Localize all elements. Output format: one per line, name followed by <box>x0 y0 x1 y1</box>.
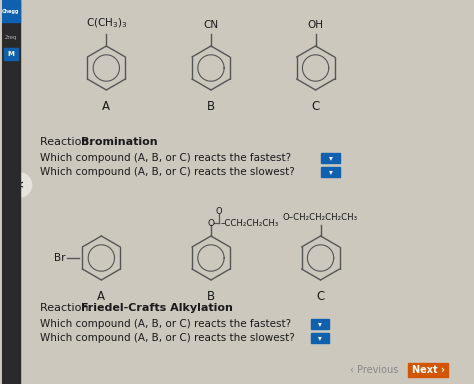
Text: ▾: ▾ <box>318 319 321 328</box>
Text: Reaction:: Reaction: <box>39 137 95 147</box>
Text: OH: OH <box>308 20 324 30</box>
Bar <box>320 167 340 177</box>
Text: Next ›: Next › <box>411 365 445 375</box>
Text: O: O <box>208 218 214 227</box>
Text: Reaction:: Reaction: <box>39 303 95 313</box>
Text: Which compound (A, B, or C) reacts the fastest?: Which compound (A, B, or C) reacts the f… <box>39 153 291 163</box>
Text: B: B <box>207 290 215 303</box>
Text: O: O <box>216 207 222 215</box>
Text: M: M <box>7 51 14 57</box>
Bar <box>2 0 19 384</box>
Text: C: C <box>311 100 319 113</box>
Text: Which compound (A, B, or C) reacts the fastest?: Which compound (A, B, or C) reacts the f… <box>39 319 291 329</box>
Text: Friedel-Crafts Alkylation: Friedel-Crafts Alkylation <box>82 303 233 313</box>
Bar <box>310 333 328 343</box>
Text: Which compound (A, B, or C) reacts the slowest?: Which compound (A, B, or C) reacts the s… <box>39 333 294 343</box>
Text: B: B <box>207 100 215 113</box>
Bar <box>310 319 328 329</box>
Text: A: A <box>97 290 105 303</box>
Text: ▾: ▾ <box>328 154 332 162</box>
Circle shape <box>8 173 32 197</box>
Text: C: C <box>317 290 325 303</box>
Text: <: < <box>15 180 24 190</box>
Text: C(CH$_3$)$_3$: C(CH$_3$)$_3$ <box>85 17 127 30</box>
Text: 2req: 2req <box>4 35 17 40</box>
Text: CN: CN <box>203 20 219 30</box>
Text: Which compound (A, B, or C) reacts the slowest?: Which compound (A, B, or C) reacts the s… <box>39 167 294 177</box>
Text: ▾: ▾ <box>328 167 332 177</box>
Text: A: A <box>102 100 110 113</box>
Text: ▾: ▾ <box>318 333 321 343</box>
Text: Br: Br <box>54 253 65 263</box>
Text: Bromination: Bromination <box>82 137 158 147</box>
Text: ‹ Previous: ‹ Previous <box>350 365 399 375</box>
Bar <box>408 363 448 377</box>
Bar <box>2 0 19 22</box>
Bar <box>4 48 18 60</box>
Text: Chegg: Chegg <box>2 8 19 13</box>
Text: O–CH₂CH₂CH₂CH₃: O–CH₂CH₂CH₂CH₃ <box>283 213 358 222</box>
Bar <box>320 153 340 163</box>
Text: –CCH₂CH₂CH₃: –CCH₂CH₂CH₃ <box>221 218 279 227</box>
